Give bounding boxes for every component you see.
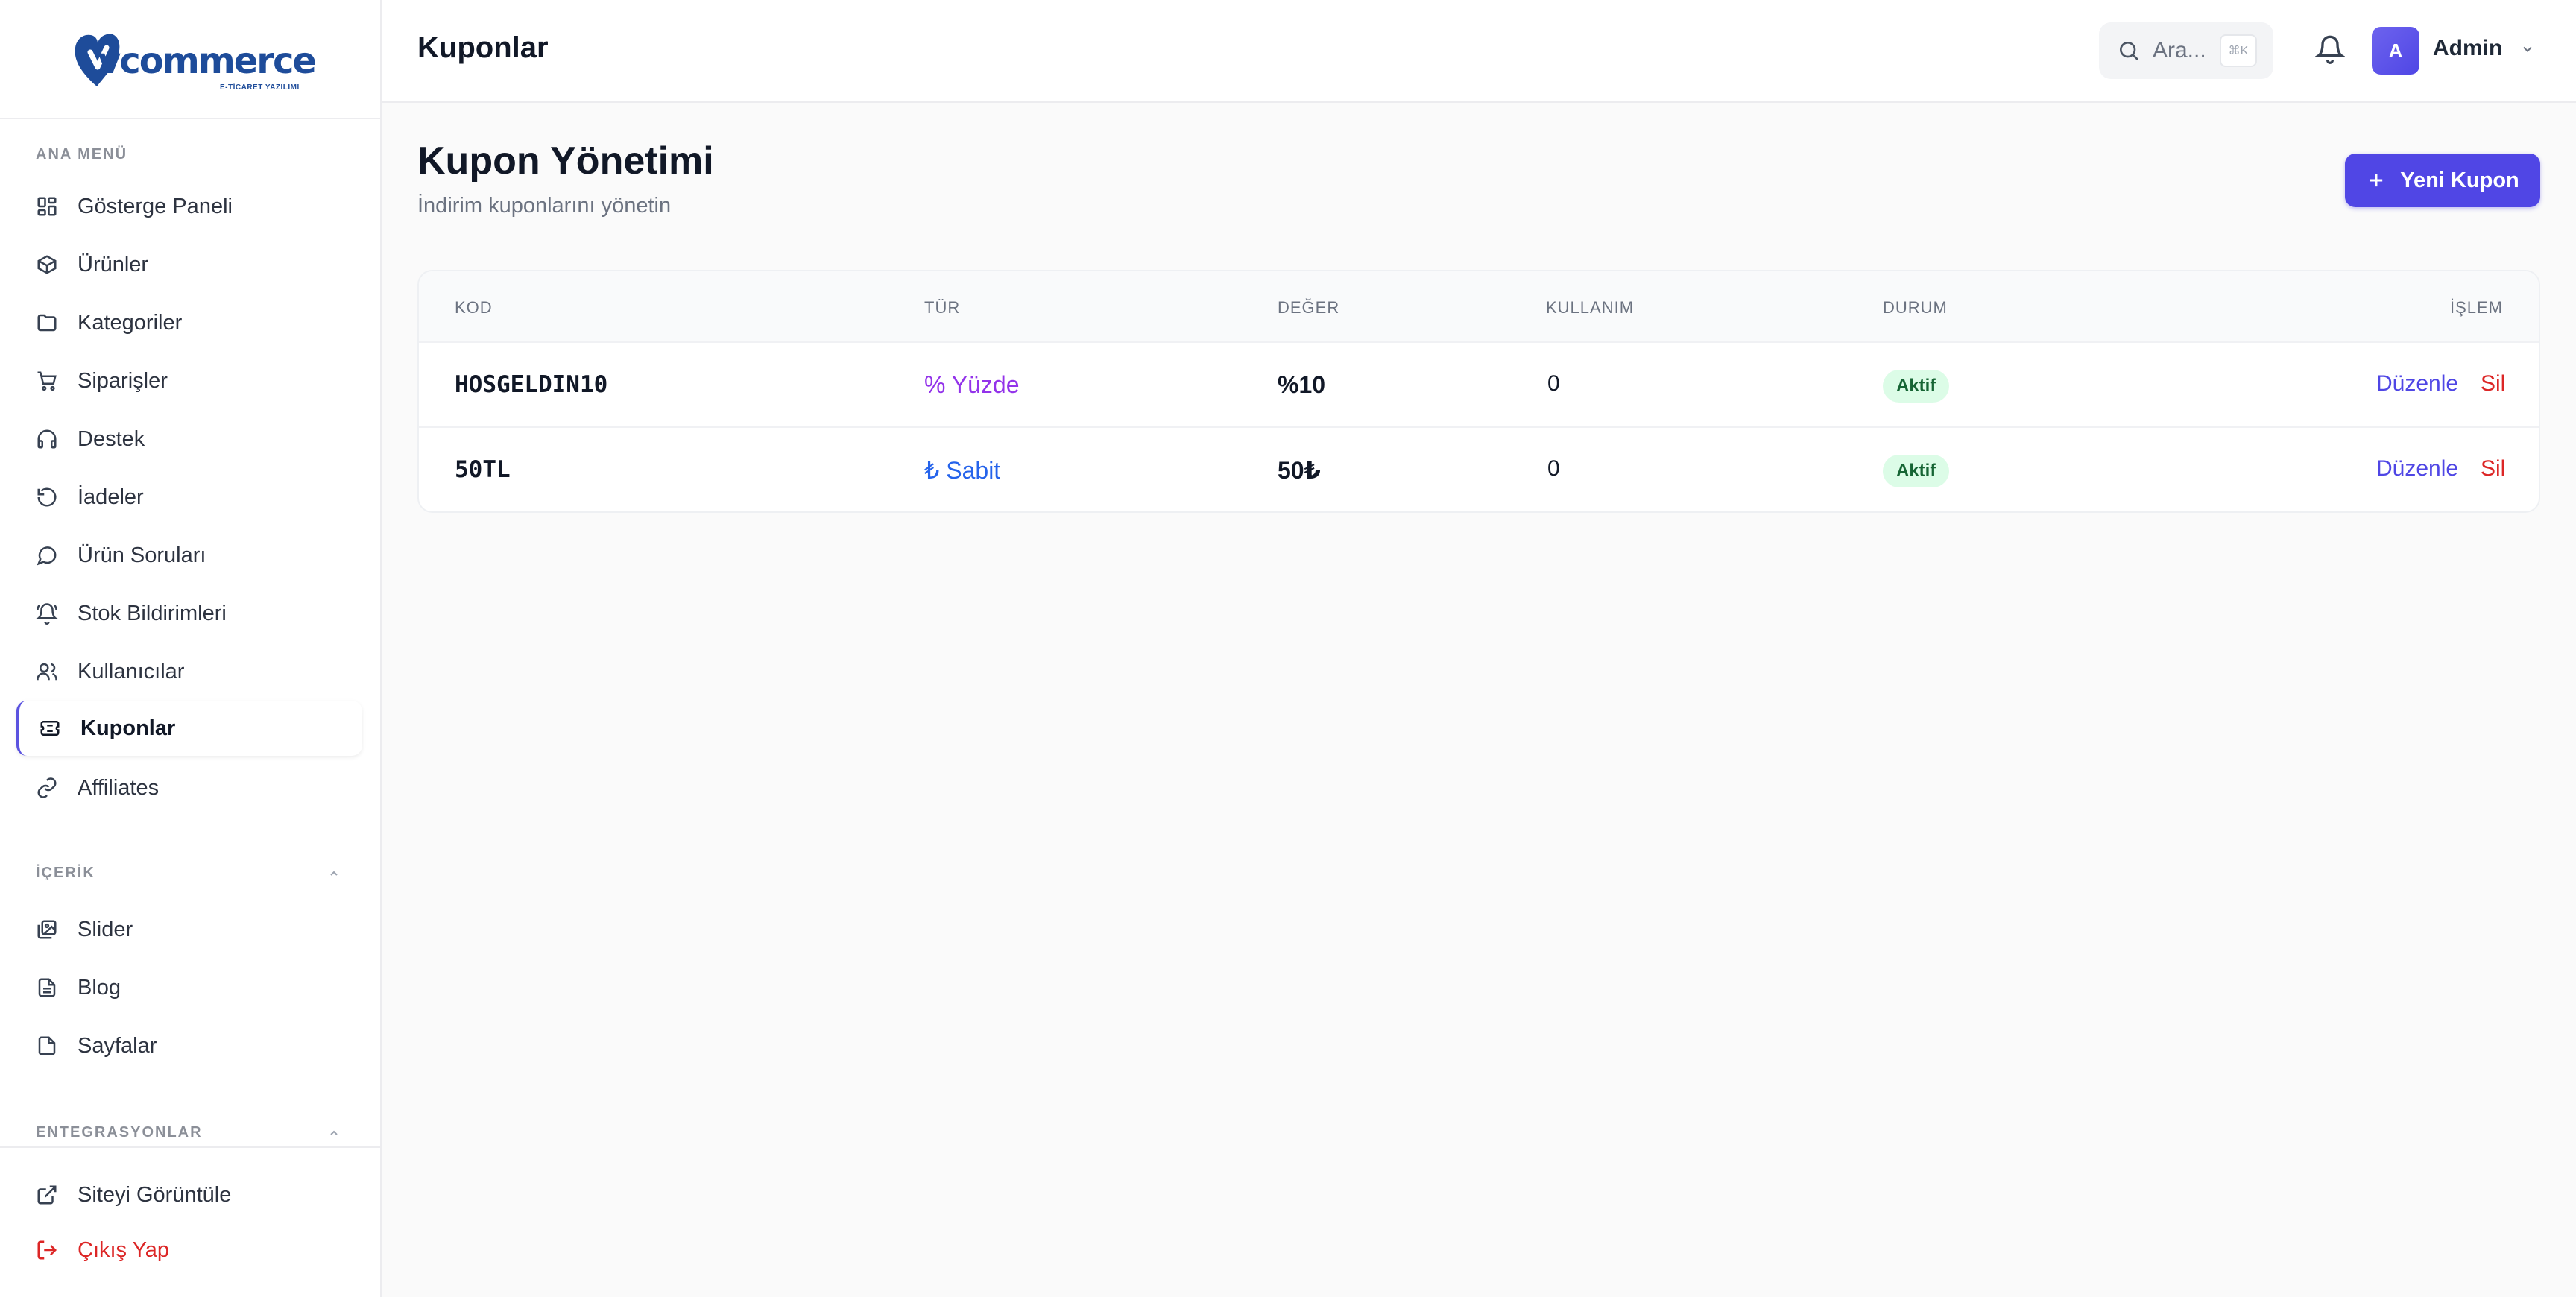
coupon-type: ₺ Sabit [924, 457, 1001, 484]
avatar[interactable]: A [2372, 27, 2419, 75]
user-name[interactable]: Admin [2433, 36, 2503, 60]
external-link-icon [37, 1185, 57, 1205]
coupon-type: % Yüzde [924, 371, 1020, 398]
sidebar-item-dashboard[interactable]: Gösterge Paneli [16, 179, 362, 234]
table-row: HOSGELDIN10 % Yüzde %10 0 Aktif Düzenle … [419, 343, 2539, 428]
search-placeholder: Ara... [2153, 38, 2206, 63]
section-label-integrations: ENTEGRASYONLAR [36, 1124, 203, 1140]
view-site-link[interactable]: Siteyi Görüntüle [16, 1167, 362, 1222]
logo-subtext: E-TİCARET YAZILIMI [220, 83, 300, 92]
headphones-icon [37, 429, 57, 449]
logout-icon [37, 1240, 57, 1260]
search-icon [2120, 42, 2138, 60]
column-header-type: TÜR [924, 298, 961, 317]
chevron-up-icon[interactable] [328, 1127, 340, 1139]
sidebar-item-returns[interactable]: İadeler [16, 470, 362, 525]
delete-button[interactable]: Sil [2481, 456, 2506, 481]
sidebar: vcommerce E-TİCARET YAZILIMI ANA MENÜ Gö… [0, 0, 382, 1297]
sidebar-item-stock-notifications[interactable]: Stok Bildirimleri [16, 586, 362, 641]
coupon-code: HOSGELDIN10 [455, 371, 608, 398]
coupon-usage: 0 [1547, 371, 1560, 396]
sidebar-item-products[interactable]: Ürünler [16, 237, 362, 292]
bell-ring-icon [36, 603, 58, 625]
column-header-code: KOD [455, 298, 493, 317]
box-icon [37, 255, 57, 274]
sidebar-item-label: Siparişler [78, 368, 168, 393]
sidebar-item-label: Kategoriler [78, 310, 183, 335]
search-shortcut-badge: ⌘K [2220, 34, 2257, 67]
column-header-value: DEĞER [1278, 298, 1340, 317]
sidebar-item-label: Siteyi Görüntüle [78, 1182, 232, 1207]
sidebar-divider [0, 1146, 380, 1148]
sidebar-item-label: Kullanıcılar [78, 659, 185, 684]
sidebar-item-label: Stok Bildirimleri [78, 601, 227, 625]
sidebar-item-orders[interactable]: Siparişler [16, 353, 362, 408]
coupon-usage: 0 [1547, 456, 1560, 481]
status-badge: Aktif [1883, 370, 1950, 403]
sidebar-item-coupons[interactable]: Kuponlar [16, 701, 362, 756]
users-icon [37, 663, 57, 681]
topbar: Kuponlar Ara... ⌘K A Admin [382, 0, 2576, 103]
sidebar-item-pages[interactable]: Sayfalar [16, 1018, 362, 1073]
column-header-actions: İŞLEM [2449, 298, 2503, 317]
page-title: Kupon Yönetimi [417, 139, 714, 183]
sidebar-item-label: Slider [78, 917, 133, 941]
sidebar-item-blog[interactable]: Blog [16, 960, 362, 1015]
sidebar-item-categories[interactable]: Kategoriler [16, 295, 362, 350]
link-icon [37, 777, 57, 798]
sidebar-item-label: Destek [78, 426, 145, 451]
section-label-content: İÇERİK [36, 865, 95, 881]
search-input[interactable]: Ara... ⌘K [2099, 22, 2273, 79]
chevron-up-icon[interactable] [328, 868, 340, 880]
brand-logo[interactable]: vcommerce E-TİCARET YAZILIMI [71, 25, 317, 92]
sidebar-item-label: Sayfalar [78, 1033, 157, 1058]
sidebar-item-product-questions[interactable]: Ürün Soruları [16, 528, 362, 583]
notifications-bell-icon[interactable] [2315, 33, 2345, 66]
sidebar-item-label: Gösterge Paneli [78, 194, 233, 218]
new-coupon-label: Yeni Kupon [2400, 168, 2519, 192]
table-header: KOD TÜR DEĞER KULLANIM DURUM İŞLEM [419, 271, 2539, 343]
new-coupon-button[interactable]: Yeni Kupon [2345, 154, 2540, 207]
coupon-value: 50₺ [1278, 457, 1321, 484]
edit-button[interactable]: Düzenle [2376, 371, 2459, 396]
sidebar-item-label: Çıkış Yap [78, 1237, 170, 1262]
sidebar-item-label: Ürün Soruları [78, 543, 206, 567]
sidebar-item-users[interactable]: Kullanıcılar [16, 644, 362, 699]
logout-button[interactable]: Çıkış Yap [16, 1222, 362, 1278]
folder-icon [37, 314, 57, 332]
delete-button[interactable]: Sil [2481, 371, 2506, 396]
sidebar-item-label: Kuponlar [80, 716, 176, 740]
coupons-table: KOD TÜR DEĞER KULLANIM DURUM İŞLEM HOSGE… [417, 270, 2540, 513]
ticket-icon [40, 721, 60, 736]
coupon-value: %10 [1278, 371, 1326, 398]
column-header-usage: KULLANIM [1546, 298, 1635, 317]
header-title: Kuponlar [417, 31, 549, 64]
chevron-down-icon[interactable] [2518, 42, 2537, 57]
refresh-icon [37, 487, 57, 507]
section-label-main: ANA MENÜ [36, 146, 128, 162]
sidebar-item-label: Ürünler [78, 252, 149, 277]
sidebar-item-label: Blog [78, 975, 121, 1000]
coupon-code: 50TL [455, 456, 511, 483]
sidebar-item-support[interactable]: Destek [16, 411, 362, 467]
sidebar-item-label: Affiliates [78, 775, 160, 800]
logo-heart-icon [75, 34, 120, 87]
plus-icon [2370, 174, 2383, 187]
sidebar-item-affiliates[interactable]: Affiliates [16, 760, 362, 815]
file-icon [38, 1036, 56, 1055]
status-badge: Aktif [1883, 455, 1950, 487]
logo-area: vcommerce E-TİCARET YAZILIMI [0, 0, 380, 119]
page-subtitle: İndirim kuponlarını yönetin [417, 194, 672, 218]
edit-button[interactable]: Düzenle [2376, 456, 2459, 481]
dashboard-icon [37, 197, 57, 216]
table-row: 50TL ₺ Sabit 50₺ 0 Aktif Düzenle Sil [419, 428, 2539, 511]
logo-text: vcommerce [98, 40, 317, 82]
column-header-status: DURUM [1883, 298, 1948, 317]
file-text-icon [38, 978, 56, 997]
images-icon [37, 920, 57, 939]
sidebar-item-label: İadeler [78, 485, 144, 509]
sidebar-item-slider[interactable]: Slider [16, 902, 362, 957]
message-icon [37, 546, 57, 566]
cart-icon [37, 371, 57, 391]
